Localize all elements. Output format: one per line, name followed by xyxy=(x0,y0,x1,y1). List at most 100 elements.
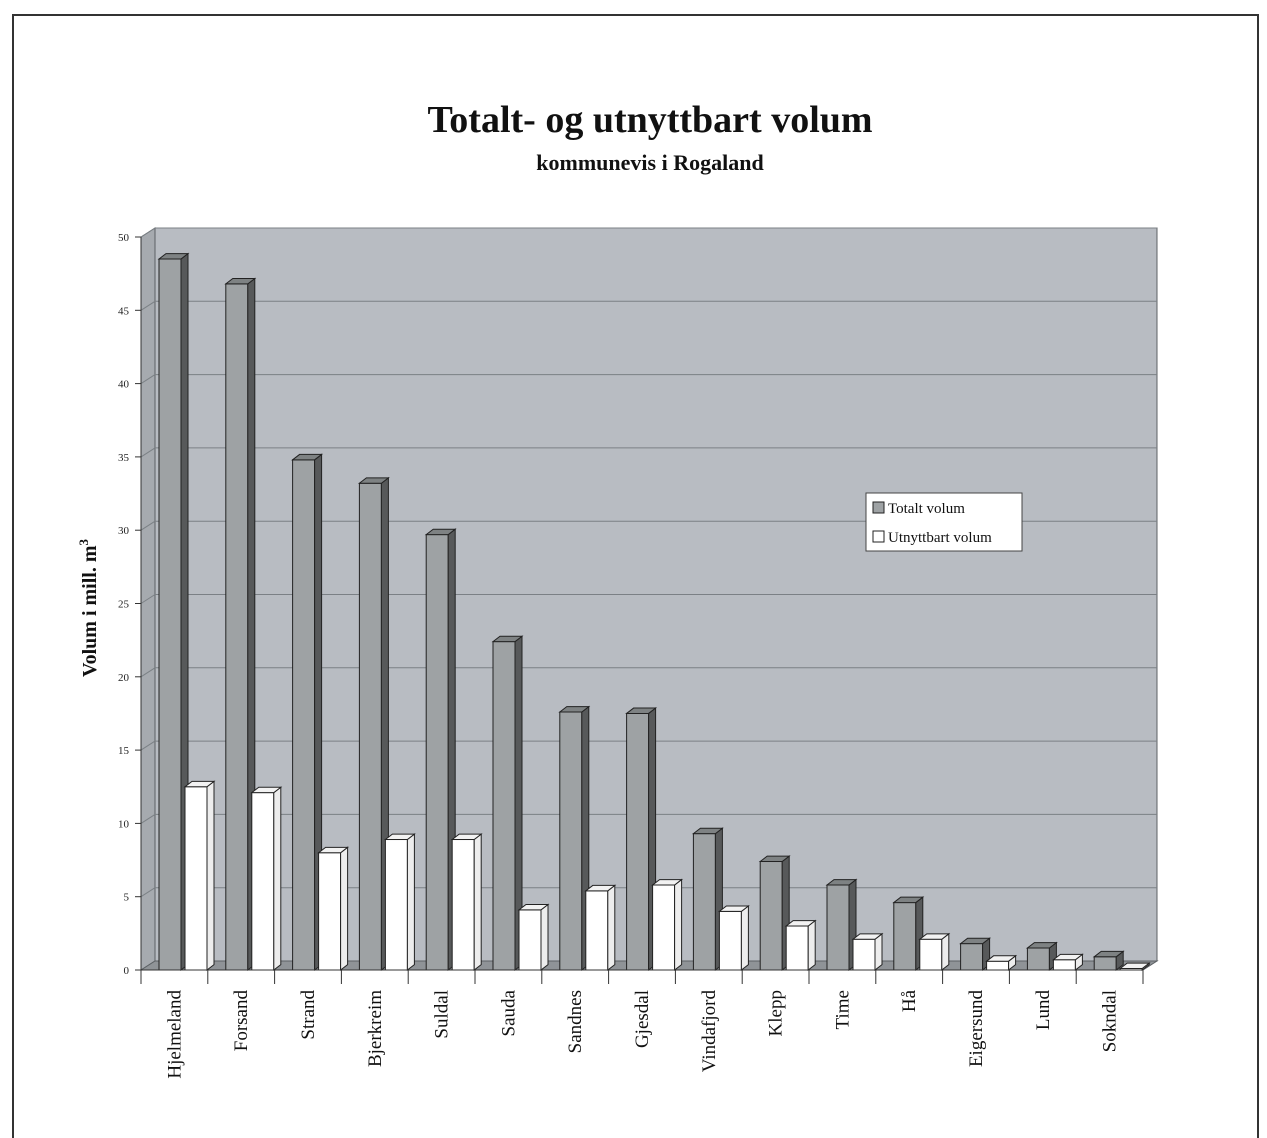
y-tick-label: 5 xyxy=(124,892,130,904)
bar-utnyttbart-volum-top xyxy=(985,955,1018,962)
bar-utnyttbart-volum-side xyxy=(874,932,883,972)
y-axis-label-superscript: 3 xyxy=(76,539,91,546)
x-tick-label: Gjesdal xyxy=(632,990,653,1048)
bar-totalt-volum-top xyxy=(691,827,724,835)
gridline-side xyxy=(140,227,156,238)
bar-utnyttbart-volum-front xyxy=(318,852,342,971)
axes: 0 5 10 15 20 25 30 35 40 45 50 Hjelmeland Forsand Str… xyxy=(118,232,1144,1079)
gridline-side xyxy=(140,447,156,458)
y-tick-label: 10 xyxy=(118,818,130,830)
bar-totalt-volum-top xyxy=(491,635,524,643)
gridline-side xyxy=(140,740,156,751)
y-tick-label: 35 xyxy=(118,452,130,464)
bar-utnyttbart-volum-top xyxy=(918,933,951,940)
bar-totalt-volum-front xyxy=(559,711,583,971)
y-tick-label: 50 xyxy=(118,232,130,244)
bar-utnyttbart-volum xyxy=(784,919,817,972)
bar-totalt-volum-top xyxy=(224,278,257,285)
gridline-side xyxy=(140,520,156,531)
legend-box xyxy=(865,492,1023,552)
bar-utnyttbart-volum-front xyxy=(1052,959,1076,971)
bar-utnyttbart-volum-front xyxy=(919,938,943,971)
bar-totalt-volum-top xyxy=(758,855,791,863)
bar-utnyttbart-volum-side xyxy=(807,919,816,972)
bar-totalt-volum-front xyxy=(425,534,449,971)
y-tick-label: 40 xyxy=(118,379,130,391)
y-axis-label: Volum i mill. m3 xyxy=(76,539,101,678)
bar-totalt-volum-front xyxy=(1026,947,1050,971)
x-tick-label: Sokndal xyxy=(1100,990,1121,1052)
bar-totalt-volum xyxy=(291,453,324,972)
bar-utnyttbart-volum xyxy=(918,932,951,972)
bar-totalt-volum xyxy=(558,705,591,972)
bar-totalt-volum xyxy=(892,896,925,972)
bar-utnyttbart-volum-top xyxy=(383,833,416,841)
bar-utnyttbart-volum-top xyxy=(651,879,684,886)
bar-utnyttbart-volum-side xyxy=(607,884,616,972)
bar-totalt-volum xyxy=(959,937,992,972)
bar-totalt-volum-top xyxy=(892,896,925,904)
bar-utnyttbart-volum-front xyxy=(451,839,475,971)
bar-utnyttbart-volum-top xyxy=(450,833,483,841)
bar-utnyttbart-volum-top xyxy=(250,786,283,794)
x-tick-label: Bjerkreim xyxy=(365,990,386,1067)
bar-utnyttbart-volum xyxy=(851,932,884,972)
bar-utnyttbart-volum-top xyxy=(784,920,817,927)
gridline-side xyxy=(140,667,156,678)
x-tick-label: Sandnes xyxy=(565,990,586,1053)
bar-totalt-volum-front xyxy=(692,833,716,971)
y-tick-label: 15 xyxy=(118,745,130,757)
bar-totalt-volum xyxy=(1025,941,1058,972)
bar-utnyttbart-volum-side xyxy=(473,833,482,972)
gridline-side xyxy=(140,594,156,604)
bar-utnyttbart-volum xyxy=(250,786,283,972)
bar-totalt-volum-front xyxy=(225,283,249,971)
bar-totalt-volum-top xyxy=(1092,950,1125,958)
bar-utnyttbart-volum-front xyxy=(986,960,1010,971)
bar-totalt-volum xyxy=(625,707,658,972)
bar-utnyttbart-volum-top xyxy=(1051,953,1084,961)
bar-utnyttbart-volum xyxy=(1118,962,1151,972)
bar-utnyttbart-volum xyxy=(985,954,1018,972)
bar-totalt-volum xyxy=(691,827,724,972)
bar-totalt-volum-top xyxy=(558,706,591,713)
bar-utnyttbart-volum-top xyxy=(1118,962,1151,970)
bar-utnyttbart-volum-top xyxy=(317,846,350,854)
bar-totalt-volum xyxy=(1092,950,1125,972)
bar-totalt-volum-front xyxy=(626,712,650,971)
gridline-side xyxy=(140,300,156,311)
bar-utnyttbart-volum-side xyxy=(406,833,415,972)
bar-totalt-volum xyxy=(224,277,257,972)
x-tick-label: Sauda xyxy=(498,989,519,1036)
y-tick-label: 45 xyxy=(118,305,130,317)
y-tick-label: 25 xyxy=(118,599,130,611)
x-tick-label: Time xyxy=(832,990,853,1029)
gridline-side xyxy=(140,813,156,824)
gridline-side xyxy=(140,374,156,385)
bar-utnyttbart-volum-front xyxy=(785,925,809,971)
bar-utnyttbart-volum xyxy=(517,903,550,972)
bar-totalt-volum xyxy=(157,252,190,972)
legend-swatch-totalt xyxy=(872,501,885,514)
bar-utnyttbart-volum-front xyxy=(652,884,676,971)
x-tick-label: Hå xyxy=(899,989,920,1012)
y-tick-label: 20 xyxy=(118,672,130,684)
bar-utnyttbart-volum-front xyxy=(384,839,408,971)
bar-utnyttbart-volum-front xyxy=(585,890,609,971)
bar-utnyttbart-volum-side xyxy=(674,878,683,972)
bar-totalt-volum xyxy=(825,878,858,972)
bars xyxy=(157,252,1151,972)
x-tick-label: Lund xyxy=(1033,990,1054,1031)
bar-totalt-volum xyxy=(491,635,524,972)
bar-totalt-volum-front xyxy=(960,943,984,971)
bar-utnyttbart-volum-front xyxy=(251,792,275,971)
bar-utnyttbart-volum-side xyxy=(340,846,349,972)
bar-utnyttbart-volum-top xyxy=(517,903,550,911)
bar-utnyttbart-volum-front xyxy=(518,909,542,971)
bar-totalt-volum-front xyxy=(292,459,316,971)
bar-utnyttbart-volum xyxy=(584,884,617,972)
bar-totalt-volum xyxy=(357,476,390,972)
bar-utnyttbart-volum-side xyxy=(941,932,950,972)
y-axis-label-text: Volum i mill. m xyxy=(79,545,101,677)
x-tick-label: Eigersund xyxy=(966,990,987,1068)
